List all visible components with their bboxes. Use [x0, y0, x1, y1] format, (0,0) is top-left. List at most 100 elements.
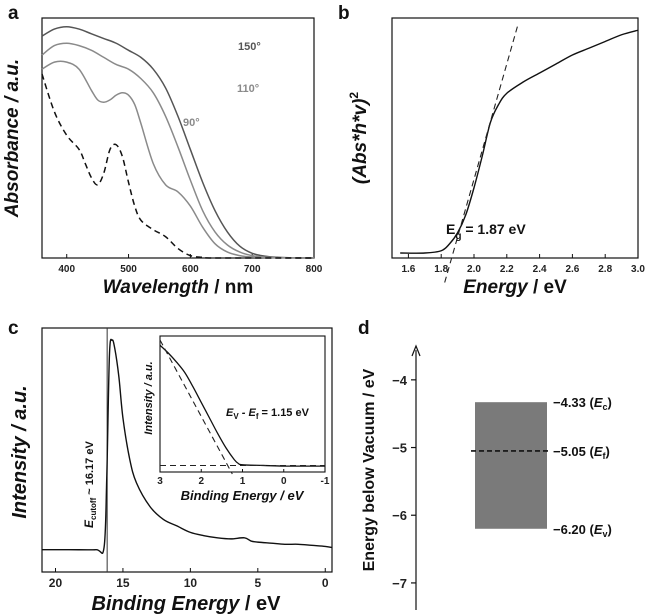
panel-c-xtick-label: 20	[49, 576, 63, 590]
panel-b-xtick-label: 2.4	[533, 264, 547, 275]
panel-a-series-label: 150°	[238, 41, 261, 53]
panel-d-ytick-label: −4	[392, 373, 408, 388]
panel-d-diagram: −4 −5 −6 −7 Energy below Vacuum / eV −4.33 …	[361, 344, 612, 610]
panel-d-level-sub: c	[603, 402, 608, 412]
panel-b-xtick-label: 2.0	[467, 264, 481, 275]
panel-a-series-line	[41, 60, 315, 259]
panel-b-eg-sub: g	[455, 231, 461, 242]
panel-c-ups-curve	[41, 338, 333, 555]
panel-a-xtick-label: 400	[58, 264, 75, 275]
panel-c-inset-fit-line	[159, 339, 233, 475]
panel-c-inset-annotation: EV - Ef = 1.15 eV	[226, 407, 310, 421]
panel-d-ylabel: Energy below Vacuum / eV	[361, 368, 378, 571]
panel-b-ylabel-main: (Abs*h*v)	[350, 99, 371, 185]
panel-a-xtick-label: 600	[182, 264, 199, 275]
panel-c-xtick-label: 15	[116, 576, 130, 590]
panel-d-level-symbol: E	[594, 395, 603, 410]
panel-b-xtick-label: 2.6	[565, 264, 579, 275]
panel-d-level-symbol: E	[594, 444, 603, 459]
panel-b-xtick-label: 1.8	[434, 264, 448, 275]
panel-c-cutoff-symbol: E	[82, 519, 96, 528]
panel-b-fit-line	[444, 23, 519, 283]
panel-b-xtick-label: 2.8	[598, 264, 612, 275]
panel-c-chart: 20 15 10 5 0 Intensity / a.u. Binding Energy…	[9, 327, 333, 615]
panel-d-level-value: −6.20 (	[553, 522, 595, 537]
panel-c-inset-xtick-label: -1	[321, 476, 330, 487]
panel-c-xtick-label: 5	[254, 576, 261, 590]
panel-b-xlabel: Energy / eV	[463, 277, 567, 298]
panel-a-series-line	[41, 25, 315, 259]
panel-c-inset: 3 2 1 0 -1 Intensity / a.u. Binding Energy /…	[143, 335, 330, 503]
panel-d-ytick-label: −5	[392, 441, 407, 456]
panel-a-ylabel: Absorbance / a.u.	[2, 59, 23, 218]
panel-c-inset-value: = 1.15 eV	[258, 407, 309, 419]
panel-d-level-label: −4.33 (Ec)	[553, 395, 612, 412]
panel-d-band-gap	[475, 402, 547, 529]
panel-c-xlabel-unit: / eV	[239, 593, 281, 615]
panel-letter-a: a	[8, 3, 19, 24]
panel-c-inset-xtick-label: 1	[240, 476, 246, 487]
panel-c-cutoff-annotation: Ecutoff ~ 16.17 eV	[82, 441, 98, 528]
panel-c-inset-ef-sub: f	[256, 412, 259, 421]
panel-c-inset-xtick-label: 0	[281, 476, 287, 487]
panel-c-inset-xtick-label: 3	[157, 476, 163, 487]
panel-d-ytick-label: −6	[392, 508, 407, 523]
panel-b-ylabel-sup: 2	[347, 92, 361, 99]
panel-d-level-symbol: E	[594, 522, 603, 537]
panel-d-level-sub: f	[603, 451, 607, 461]
panel-c-inset-ev-sub: V	[233, 412, 239, 421]
panel-b-eg-annotation: Eg = 1.87 eV	[446, 221, 526, 242]
panel-c-xtick-label: 10	[184, 576, 198, 590]
panel-b-xtick-label: 2.2	[500, 264, 514, 275]
panel-b-eg-value: = 1.87 eV	[461, 221, 526, 237]
panel-b-xtick-label: 3.0	[631, 264, 645, 275]
panel-b-chart: 1.6 1.8 2.0 2.2 2.4 2.6 2.8 3.0 (Abs*h*v)2 Ener…	[347, 17, 645, 298]
panel-d-ytick-label: −7	[392, 576, 407, 591]
panel-c-inset-ef-symbol: - E	[239, 407, 257, 419]
panel-letter-c: c	[8, 318, 19, 339]
panel-b-tauc-curve	[400, 29, 639, 254]
panel-a-chart: 400 500 600 700 800 150° 110° 90° Absorbance /…	[2, 17, 323, 298]
panel-b-frame	[391, 17, 639, 259]
panel-d-level-close: )	[606, 444, 610, 459]
panel-b-xlabel-unit: / eV	[528, 277, 567, 298]
panel-d-level-value: −4.33 (	[553, 395, 595, 410]
panel-c-xtick-label: 0	[322, 576, 329, 590]
panel-a-xlabel-unit: / nm	[209, 277, 253, 298]
panel-d-level-close: )	[608, 522, 612, 537]
panel-a-xlabel-main: Wavelength	[103, 277, 209, 298]
panel-c-inset-frame	[159, 335, 326, 473]
panel-b-eg-symbol: E	[446, 221, 455, 237]
panel-a-series-dashed	[41, 73, 315, 259]
panel-c-inset-ev-symbol: E	[226, 407, 234, 419]
panel-a-xlabel: Wavelength / nm	[103, 277, 254, 298]
panel-c-cutoff-value: ~ 16.17 eV	[84, 441, 96, 498]
panel-b-xlabel-main: Energy	[463, 277, 529, 298]
panel-a-xtick-label: 800	[306, 264, 323, 275]
panel-c-ylabel: Intensity / a.u.	[9, 385, 31, 518]
panel-letter-d: d	[358, 318, 370, 339]
panel-c-xlabel-main: Binding Energy	[92, 593, 241, 615]
panel-letter-b: b	[338, 3, 350, 24]
panel-a-xtick-label: 700	[244, 264, 261, 275]
panel-c-inset-ylabel: Intensity / a.u.	[143, 361, 155, 434]
panel-d-level-sub: v	[603, 529, 608, 539]
panel-d-level-label: −6.20 (Ev)	[553, 522, 612, 539]
panel-a-frame	[41, 17, 315, 259]
panel-c-frame	[41, 327, 333, 573]
panel-b-xtick-label: 1.6	[401, 264, 415, 275]
panel-c-xlabel: Binding Energy / eV	[92, 593, 282, 615]
panel-d-level-label: −5.05 (Ef)	[553, 444, 610, 461]
panel-d-level-value: −5.05 (	[553, 444, 595, 459]
panel-a-series-line	[41, 42, 315, 259]
panel-a-series-label: 110°	[237, 83, 259, 95]
panel-b-ylabel: (Abs*h*v)2	[347, 92, 371, 185]
panel-a-xtick-label: 500	[120, 264, 137, 275]
panel-d-yaxis-arrow	[411, 344, 421, 357]
panel-a-series-label: 90°	[183, 117, 200, 129]
panel-c-inset-xlabel: Binding Energy / eV	[181, 488, 305, 503]
panel-c-cutoff-sub: cutoff	[89, 497, 98, 520]
panel-c-inset-xtick-label: 2	[198, 476, 204, 487]
panel-d-level-close: )	[608, 395, 612, 410]
